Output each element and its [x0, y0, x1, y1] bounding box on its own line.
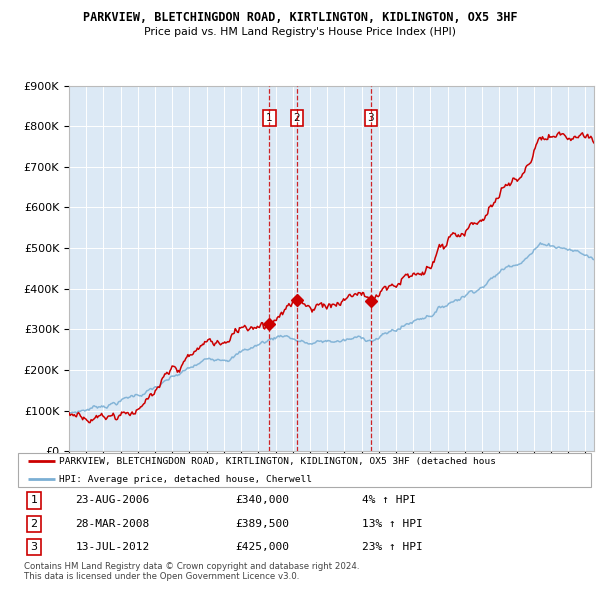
Text: £389,500: £389,500: [236, 519, 290, 529]
Text: 28-MAR-2008: 28-MAR-2008: [76, 519, 149, 529]
Text: £425,000: £425,000: [236, 542, 290, 552]
Text: 2: 2: [293, 113, 300, 123]
Text: 13-JUL-2012: 13-JUL-2012: [76, 542, 149, 552]
Text: 3: 3: [368, 113, 374, 123]
Text: HPI: Average price, detached house, Cherwell: HPI: Average price, detached house, Cher…: [59, 475, 312, 484]
Text: PARKVIEW, BLETCHINGDON ROAD, KIRTLINGTON, KIDLINGTON, OX5 3HF (detached hous: PARKVIEW, BLETCHINGDON ROAD, KIRTLINGTON…: [59, 457, 496, 466]
Text: 3: 3: [31, 542, 38, 552]
FancyBboxPatch shape: [18, 453, 591, 487]
Text: Contains HM Land Registry data © Crown copyright and database right 2024.: Contains HM Land Registry data © Crown c…: [24, 562, 359, 571]
Text: 13% ↑ HPI: 13% ↑ HPI: [362, 519, 422, 529]
Text: Price paid vs. HM Land Registry's House Price Index (HPI): Price paid vs. HM Land Registry's House …: [144, 27, 456, 37]
Text: 23-AUG-2006: 23-AUG-2006: [76, 496, 149, 506]
Text: PARKVIEW, BLETCHINGDON ROAD, KIRTLINGTON, KIDLINGTON, OX5 3HF: PARKVIEW, BLETCHINGDON ROAD, KIRTLINGTON…: [83, 11, 517, 24]
Text: 4% ↑ HPI: 4% ↑ HPI: [362, 496, 416, 506]
Text: This data is licensed under the Open Government Licence v3.0.: This data is licensed under the Open Gov…: [24, 572, 299, 581]
Text: £340,000: £340,000: [236, 496, 290, 506]
Text: 1: 1: [266, 113, 273, 123]
Text: 23% ↑ HPI: 23% ↑ HPI: [362, 542, 422, 552]
Text: 2: 2: [31, 519, 38, 529]
Text: 1: 1: [31, 496, 38, 506]
